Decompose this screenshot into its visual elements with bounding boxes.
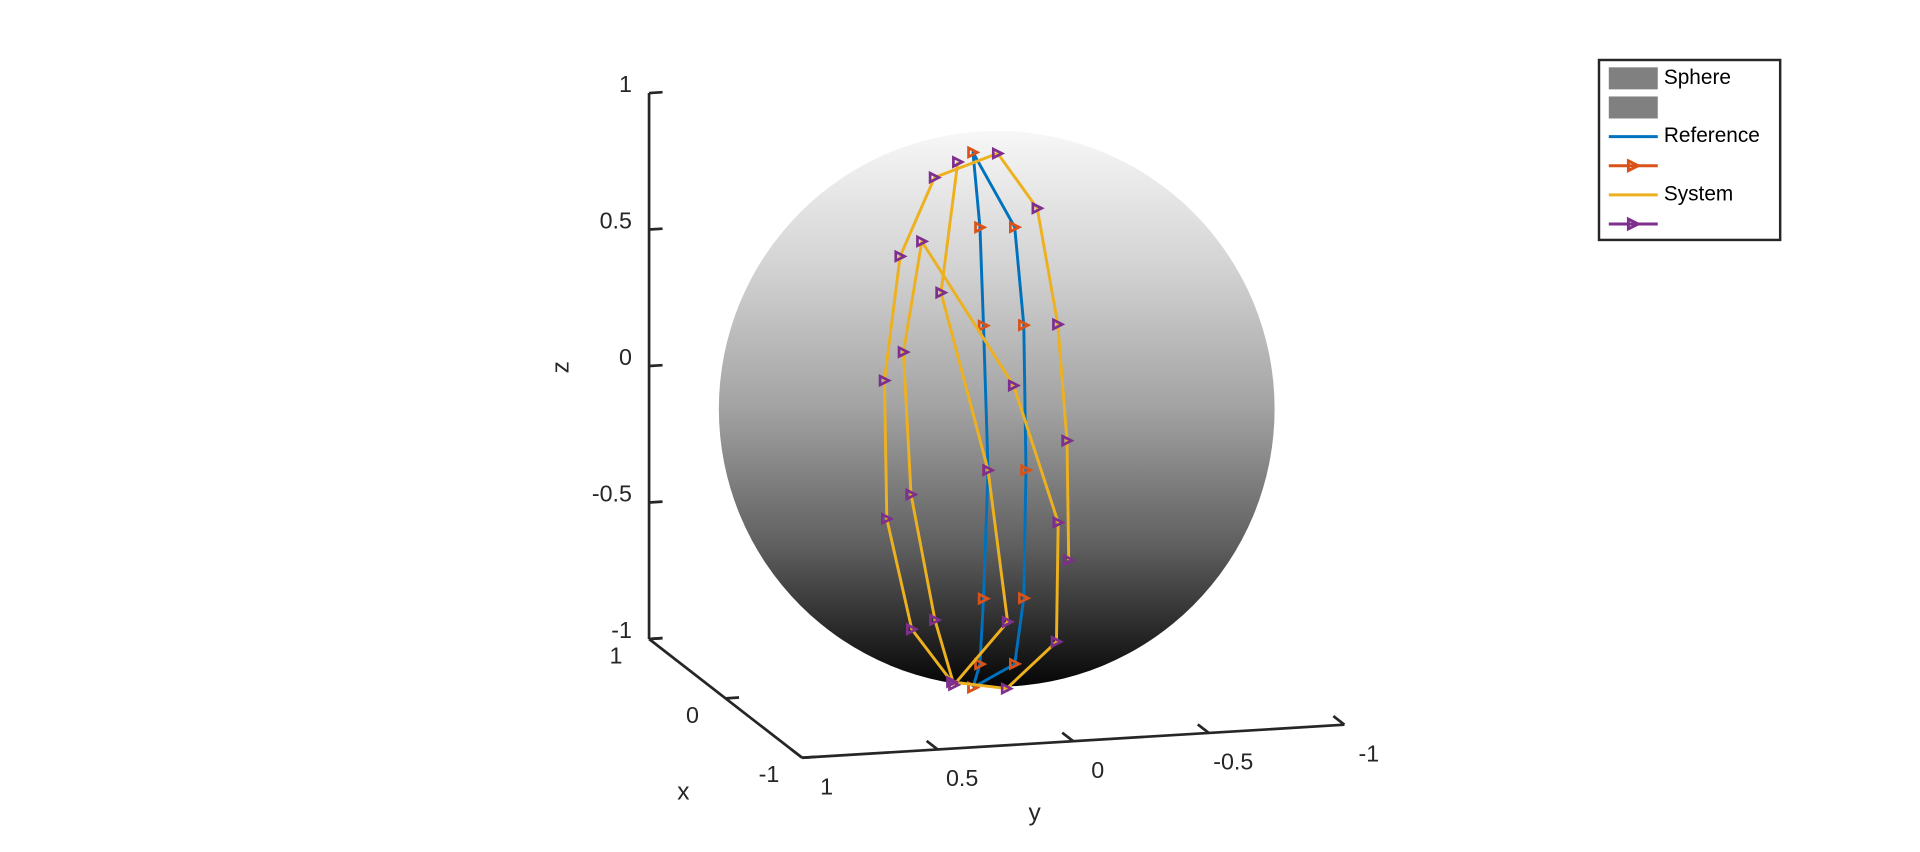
legend-swatch [1608, 96, 1658, 119]
legend-swatch [1608, 67, 1658, 90]
series-marker [905, 622, 920, 636]
legend-box [1597, 58, 1782, 242]
x-tick [725, 696, 740, 700]
sphere [718, 130, 1275, 687]
series-marker [991, 146, 1006, 161]
series-marker [916, 234, 930, 248]
series-marker [977, 592, 991, 606]
series-marker [1052, 317, 1066, 331]
y-tick-label: 1 [820, 773, 833, 799]
x-axis-label: x [677, 779, 689, 806]
z-tick-label: -1 [611, 617, 632, 643]
x-axis-line [648, 637, 803, 759]
series-marker [1050, 635, 1064, 649]
x-tick-label: -1 [759, 761, 780, 787]
legend-label: Reference [1664, 124, 1760, 147]
series-marker [881, 512, 895, 526]
series-marker [1007, 378, 1022, 393]
z-tick [648, 227, 663, 231]
legend-marker [1626, 216, 1642, 232]
x-tick-label: 1 [610, 643, 623, 669]
z-tick [648, 90, 663, 95]
y-tick-label: 0 [1091, 757, 1104, 783]
series-marker [1062, 553, 1077, 567]
series-marker [1052, 515, 1066, 530]
z-axis-label: z [548, 361, 575, 373]
series-line [883, 151, 1071, 691]
y-tick [1061, 731, 1075, 743]
series-marker [1061, 434, 1075, 448]
y-tick-label: 0.5 [946, 765, 978, 791]
series-marker [1001, 615, 1016, 629]
series-marker [897, 345, 911, 359]
y-tick-label: -0.5 [1213, 749, 1253, 775]
y-axis-label: y [1029, 800, 1042, 827]
series-marker [928, 170, 942, 185]
y-tick [790, 748, 803, 759]
series-marker [1008, 657, 1023, 671]
y-tick [1196, 723, 1210, 735]
series-marker [982, 463, 996, 477]
z-tick-label: -0.5 [592, 480, 632, 506]
z-tick [648, 500, 663, 504]
z-tick-label: 0.5 [600, 207, 632, 233]
legend-label: Sphere [1664, 66, 1731, 89]
z-tick-label: 1 [619, 71, 632, 97]
series-marker [974, 220, 988, 234]
z-tick [648, 363, 663, 368]
series-marker [878, 373, 892, 388]
y-tick [925, 739, 939, 751]
series-marker [1018, 591, 1032, 605]
series-marker [935, 286, 949, 300]
series-marker [1031, 201, 1045, 215]
series-marker [894, 249, 908, 263]
series-marker [929, 613, 943, 627]
x-tick-label: 0 [686, 702, 699, 728]
series-marker [952, 155, 966, 169]
legend-marker [1626, 158, 1642, 174]
series-marker [974, 657, 988, 671]
series-marker [1018, 318, 1032, 332]
series-marker [967, 145, 981, 159]
x-tick [802, 755, 816, 760]
series-marker [905, 487, 919, 502]
y-tick [1332, 715, 1346, 726]
series-marker [946, 675, 960, 689]
series-marker [1008, 220, 1023, 234]
series-marker [948, 678, 962, 692]
series-marker [1020, 463, 1034, 477]
series-marker [1000, 682, 1015, 696]
y-tick-label: -1 [1359, 740, 1380, 766]
legend-label: System [1664, 182, 1733, 205]
legend: Sphere Reference System [1597, 58, 1782, 242]
z-tick-label: 0 [619, 344, 632, 370]
series-line [971, 150, 1028, 689]
series-marker [977, 319, 991, 333]
x-tick [648, 636, 663, 641]
